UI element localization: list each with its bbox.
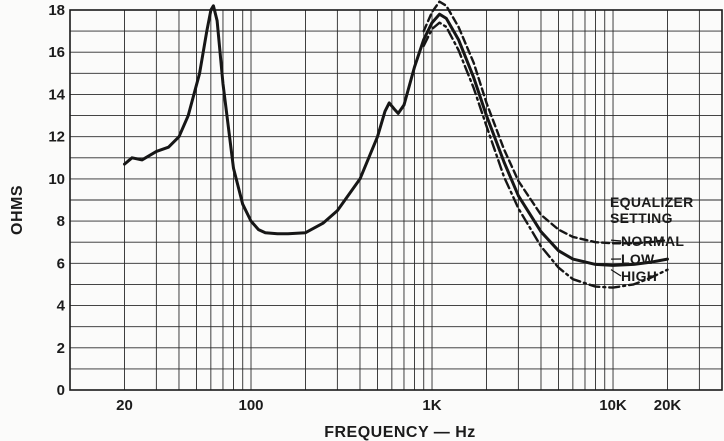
series-layer — [123, 0, 669, 289]
legend-title-line-2: SETTING — [610, 210, 673, 226]
x-tick-label: 20K — [654, 397, 682, 414]
legend-entry-normal: LOW — [621, 251, 655, 267]
y-tick-label: 10 — [48, 171, 65, 188]
y-tick-label: 4 — [57, 298, 66, 315]
y-tick-label: 8 — [57, 213, 65, 230]
series-line-high — [422, 21, 669, 289]
y-tick-label: 18 — [48, 2, 65, 19]
x-axis-title: FREQUENCY — Hz — [324, 424, 476, 441]
y-axis-title: OHMS — [9, 185, 26, 235]
x-tick-label: 100 — [238, 397, 263, 414]
y-tick-label: 6 — [57, 255, 65, 272]
y-tick-label: 12 — [48, 129, 65, 146]
x-tick-label: 20 — [116, 397, 133, 414]
series-line-normal — [123, 4, 669, 267]
legend-entry-high: HIGH — [621, 268, 657, 284]
x-tick-label: 10K — [599, 397, 627, 414]
y-tick-label: 0 — [57, 382, 65, 399]
x-tick-label: 1K — [422, 397, 441, 414]
legend-leader-line — [610, 269, 622, 277]
legend-entry-low: NORMAL — [621, 233, 684, 249]
y-tick-label: 16 — [48, 44, 65, 61]
grid — [69, 9, 723, 391]
legend: EQUALIZER SETTING NORMAL LOW HIGH — [610, 194, 694, 284]
series-line-low — [422, 0, 669, 245]
tick-labels: 0 2 4 6 8 10 12 14 16 18 20 100 1K 10K 20K — [48, 2, 681, 414]
y-tick-label: 2 — [57, 340, 65, 357]
y-tick-label: 14 — [48, 86, 65, 103]
legend-title-line-1: EQUALIZER — [610, 194, 694, 210]
legend-leader-line — [610, 239, 622, 242]
plot-frame — [69, 9, 723, 391]
